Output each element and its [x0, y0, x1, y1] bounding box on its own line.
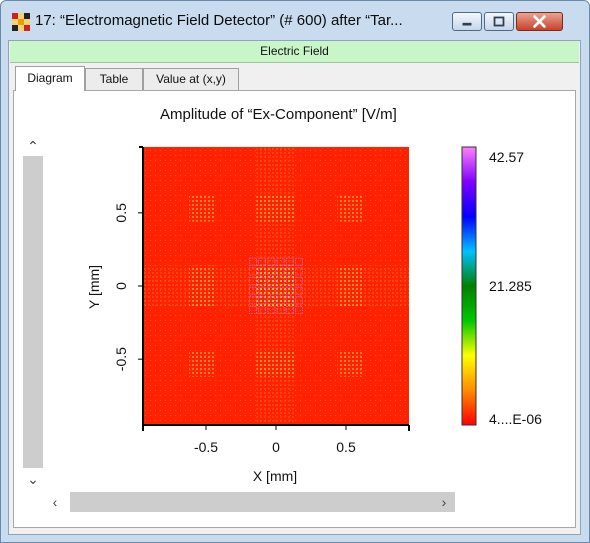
detector-cell [248, 286, 257, 295]
hotspot-stripe-horizontal [143, 265, 409, 307]
tab-table[interactable]: Table [85, 68, 143, 90]
detector-cell [258, 286, 267, 295]
detector-cell [267, 306, 276, 314]
detector-cell [276, 286, 285, 295]
detector-cell [248, 257, 257, 266]
vertical-scrollbar-track[interactable] [23, 156, 43, 468]
detector-cell [267, 257, 276, 266]
detector-cell [267, 286, 276, 295]
hotspot-block [337, 195, 363, 222]
detector-cell [267, 277, 276, 285]
close-button[interactable] [516, 12, 563, 31]
y-tick-label: 0.5 [113, 203, 129, 223]
detector-cell [258, 267, 267, 276]
x-tick-label: 0.5 [336, 439, 356, 455]
x-tick-label: 0 [272, 439, 280, 455]
detector-cell [258, 306, 267, 314]
detector-cell [285, 286, 294, 295]
detector-cell [295, 296, 304, 305]
title-bar[interactable]: 17: “Electromagnetic Field Detector” (# … [0, 0, 588, 40]
section-header: Electric Field [10, 41, 579, 63]
detector-cell [295, 306, 304, 314]
tab-diagram[interactable]: Diagram [15, 66, 85, 91]
detector-cell [295, 277, 304, 285]
colorbar-labels: 42.57 21.285 4....E-06 [489, 149, 542, 427]
colorbar-label: 42.57 [489, 149, 524, 165]
maximize-button[interactable] [484, 12, 514, 31]
maximize-icon [493, 16, 505, 27]
checkerboard-icon [12, 13, 30, 31]
detector-cell [258, 277, 267, 285]
detector-cell [276, 257, 285, 266]
detector-cell [295, 267, 304, 276]
detector-cell [267, 296, 276, 305]
heatmap[interactable] [143, 147, 409, 425]
detector-cell [285, 277, 294, 285]
detector-cell [267, 267, 276, 276]
colorbar [461, 146, 477, 426]
detector-cell [285, 306, 294, 314]
x-axis-label: X [mm] [253, 468, 297, 484]
detector-cell [248, 296, 257, 305]
detector-cell [258, 257, 267, 266]
horizontal-scrollbar-track[interactable] [70, 492, 455, 512]
hotspot-block [337, 350, 363, 377]
detector-cell [248, 277, 257, 285]
scroll-right-arrow-icon[interactable]: › [441, 494, 447, 510]
detector-cell [276, 277, 285, 285]
detector-cell [276, 296, 285, 305]
colorbar-label: 4....E-06 [489, 411, 542, 427]
y-tick-label: 0 [113, 282, 129, 290]
chart-title: Amplitude of “Ex-Component” [V/m] [160, 106, 397, 123]
detector-cell [295, 286, 304, 295]
window-title: 17: “Electromagnetic Field Detector” (# … [35, 12, 403, 29]
detector-cell [276, 267, 285, 276]
minimize-icon [462, 22, 472, 26]
axes: -0.5 0 0.5 0.5 0 -0.5 [113, 146, 410, 455]
hotspot-block [189, 195, 215, 222]
scroll-left-arrow-icon[interactable]: ‹ [52, 494, 58, 510]
y-axis-label: Y [mm] [86, 265, 102, 309]
colorbar-label: 21.285 [489, 278, 532, 294]
close-icon [533, 15, 546, 28]
y-tick-label: -0.5 [113, 347, 129, 371]
detector-cell [285, 267, 294, 276]
detector-cell [248, 267, 257, 276]
detector-cell [285, 257, 294, 266]
scroll-up-arrow-icon[interactable]: ⌃ [27, 138, 39, 154]
scroll-down-arrow-icon[interactable]: ⌄ [27, 471, 39, 487]
center-cell-grid [248, 257, 304, 314]
detector-cell [295, 257, 304, 266]
tab-value-at-xy[interactable]: Value at (x,y) [143, 68, 239, 90]
detector-cell [285, 296, 294, 305]
hotspot-block [189, 350, 215, 377]
minimize-button[interactable] [452, 12, 482, 31]
x-tick-label: -0.5 [194, 439, 218, 455]
detector-cell [248, 306, 257, 314]
detector-cell [276, 306, 285, 314]
detector-cell [258, 296, 267, 305]
